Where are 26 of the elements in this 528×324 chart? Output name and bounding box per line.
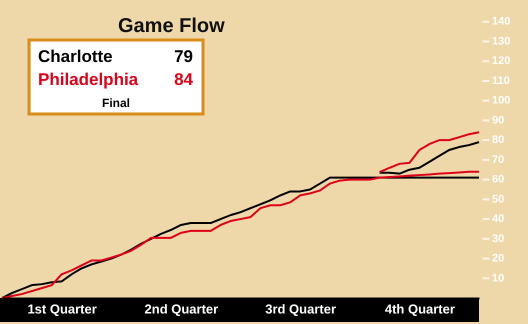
y-tick-label: 130 [492, 35, 510, 48]
y-tick-label: 100 [492, 94, 510, 107]
y-tick-label: 20 [492, 252, 504, 265]
line-series [378, 131, 480, 174]
y-tick-label: 110 [492, 74, 510, 87]
text: Charlotte [38, 47, 113, 66]
y-tick-label: 60 [492, 174, 504, 186]
line-series [378, 141, 480, 175]
x-tick-label: 2nd Quarter [144, 302, 218, 316]
y-tick-label: 40 [492, 213, 504, 226]
y-tick-label: 80 [492, 134, 504, 146]
y-tick-label: 140 [492, 16, 510, 28]
y-tick-label: 70 [492, 154, 504, 166]
annotation: 79 [174, 47, 193, 66]
text: Game Flow [118, 15, 226, 37]
y-tick-label: 50 [492, 193, 504, 206]
y-tick-label: 90 [492, 114, 504, 126]
x-tick-label: 4th Quarter [384, 302, 455, 316]
annotation: 84 [174, 70, 194, 89]
x-tick-label: 3rd Quarter [265, 302, 336, 316]
text: Philadelphia [38, 70, 139, 89]
annotation: Final [102, 96, 130, 110]
x-tick-label: 1st Quarter [27, 302, 97, 316]
y-tick-label: 120 [492, 55, 510, 68]
y-tick-label: 30 [492, 232, 504, 245]
y-tick-label: 10 [492, 272, 504, 284]
